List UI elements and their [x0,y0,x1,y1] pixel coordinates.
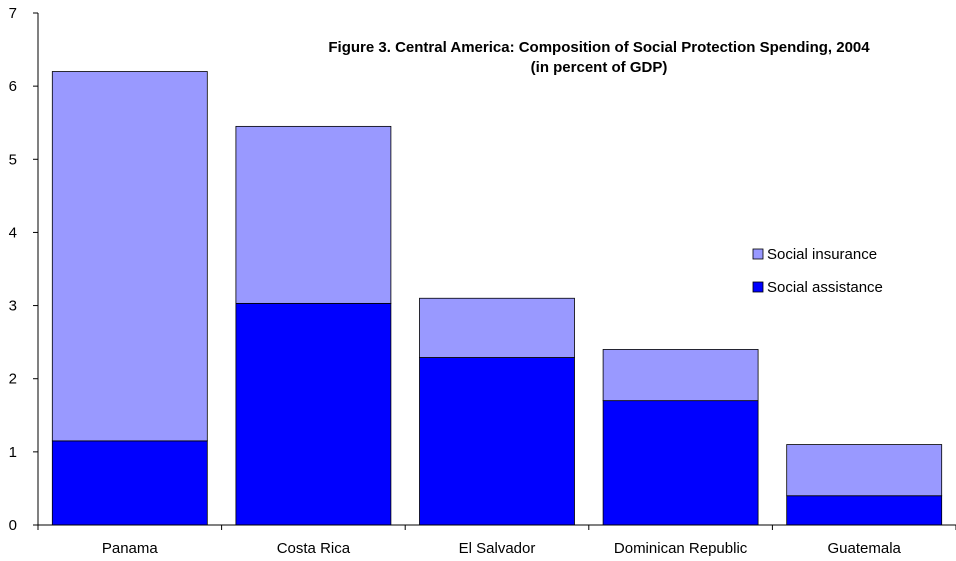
bar-social-insurance-guatemala [786,444,943,497]
y-tick-label: 2 [9,371,17,388]
bar-social-insurance-costa-rica [235,125,392,304]
bars-group [51,71,943,526]
y-tick-label: 6 [9,78,17,95]
x-category-label: Costa Rica [277,540,351,557]
x-category-label: Dominican Republic [614,540,748,557]
legend-label-social-assistance: Social assistance [767,279,883,296]
x-labels-group: Panama Costa Rica El Salvador Dominican Rep… [37,525,956,557]
bar-social-assistance-costa-rica [235,302,392,526]
chart-subtitle: (in percent of GDP) [531,59,668,76]
axes-group [37,13,956,526]
bar-social-assistance-panama [51,440,208,526]
bar-social-insurance-el-salvador [419,297,575,358]
legend-label-social-insurance: Social insurance [767,246,877,263]
x-category-label: El Salvador [459,540,536,557]
legend: Social insurance Social assistance [752,246,883,296]
bar-social-insurance-panama [51,71,208,442]
bar-social-insurance-dominican-republic [602,349,759,402]
y-tick-label: 5 [9,151,17,168]
y-tick-label: 1 [9,444,17,461]
y-tick-label: 3 [9,298,17,315]
y-tick-label: 4 [9,224,17,241]
bar-social-assistance-guatemala [786,495,943,526]
bar-social-assistance-dominican-republic [602,400,759,526]
y-ticks-group: 0 1 2 3 4 5 6 7 [9,5,38,534]
legend-swatch-social-insurance [752,248,764,260]
y-tick-label: 0 [9,517,17,534]
legend-swatch-social-assistance [752,281,764,293]
chart-title: Figure 3. Central America: Composition o… [328,39,870,56]
x-category-label: Panama [102,540,159,557]
bar-social-assistance-el-salvador [419,357,575,526]
y-tick-label: 7 [9,5,17,22]
x-category-label: Guatemala [828,540,902,557]
